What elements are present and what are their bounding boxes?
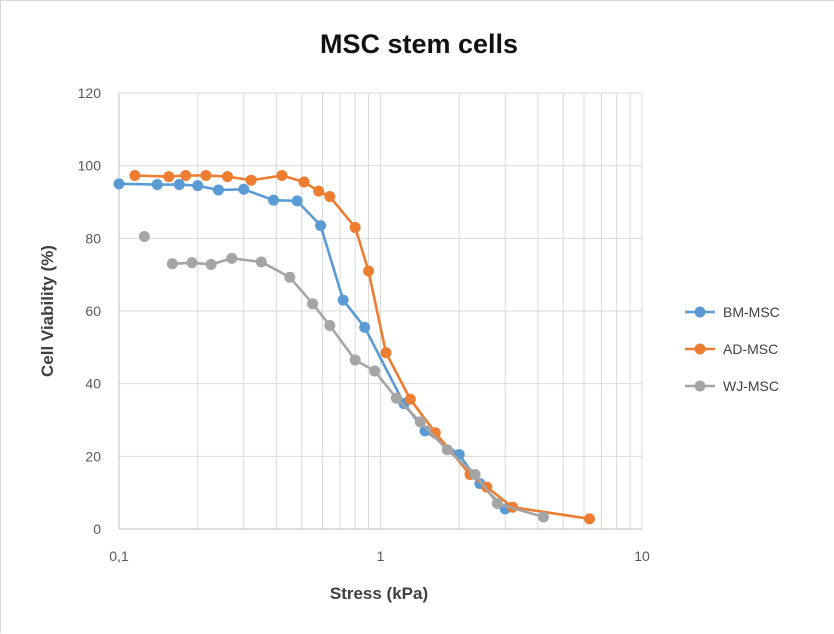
x-tick-label: 0,1 [109,548,129,564]
data-point [284,271,296,283]
data-point [186,257,198,269]
data-point [441,444,453,456]
series-layer [113,169,596,525]
data-point [298,176,310,188]
data-point [268,194,280,206]
x-axis-title: Stress (kPa) [330,584,428,603]
data-point [491,498,503,510]
data-point [212,184,224,196]
data-point [359,321,371,333]
data-point [404,393,416,405]
series-line-wj-msc [172,257,544,519]
y-tick-label: 100 [78,158,102,174]
data-point [307,298,319,310]
data-point [129,169,141,181]
data-point [349,221,361,233]
legend: BM-MSC AD-MSC WJ-MSC [685,304,780,394]
data-point [166,258,178,270]
legend-label: WJ-MSC [723,378,779,394]
data-point [584,513,596,525]
x-tick-label: 10 [634,548,650,564]
data-point [276,169,288,181]
legend-label: BM-MSC [723,304,780,320]
data-point [205,258,217,270]
data-point [414,416,426,428]
data-point [238,183,250,195]
series-wj-msc [138,231,549,523]
legend-label: AD-MSC [723,341,778,357]
data-point [245,174,257,186]
legend-item-ad-msc: AD-MSC [685,341,778,357]
data-point [390,392,402,404]
chart-title: MSC stem cells [320,29,518,59]
y-tick-label: 60 [85,303,101,319]
data-point [180,169,192,181]
data-point [173,179,185,191]
y-tick-label: 40 [85,376,101,392]
x-tick-label: 1 [377,548,385,564]
data-point [380,347,392,359]
data-point [163,171,175,183]
data-point [291,195,303,207]
data-point [469,469,481,480]
legend-item-bm-msc: BM-MSC [685,304,780,320]
y-axis-title: Cell Viability (%) [38,245,57,377]
data-point [255,256,267,268]
legend-swatch-marker [694,306,706,318]
data-point [151,179,163,191]
data-point [192,180,204,192]
data-point [537,511,549,523]
data-point [315,220,327,232]
data-point [200,169,212,181]
data-point [313,185,325,197]
grid [118,92,643,530]
data-point [369,365,381,377]
data-point [226,252,238,264]
y-tick-label: 120 [78,85,102,101]
data-point [324,320,336,332]
y-tick-label: 80 [85,230,101,246]
y-tick-label: 0 [93,521,101,537]
data-point [337,294,349,306]
data-point [363,265,375,277]
data-point [349,354,361,366]
legend-swatch-marker [694,343,706,355]
legend-swatch-marker [694,380,706,392]
data-point [222,171,234,183]
data-point [138,231,150,243]
axes: 0 20 40 60 80 100 120 0,1 1 10 [78,85,650,564]
y-tick-label: 20 [85,448,101,464]
legend-item-wj-msc: WJ-MSC [685,378,779,394]
data-point [113,178,125,190]
data-point [324,191,336,203]
